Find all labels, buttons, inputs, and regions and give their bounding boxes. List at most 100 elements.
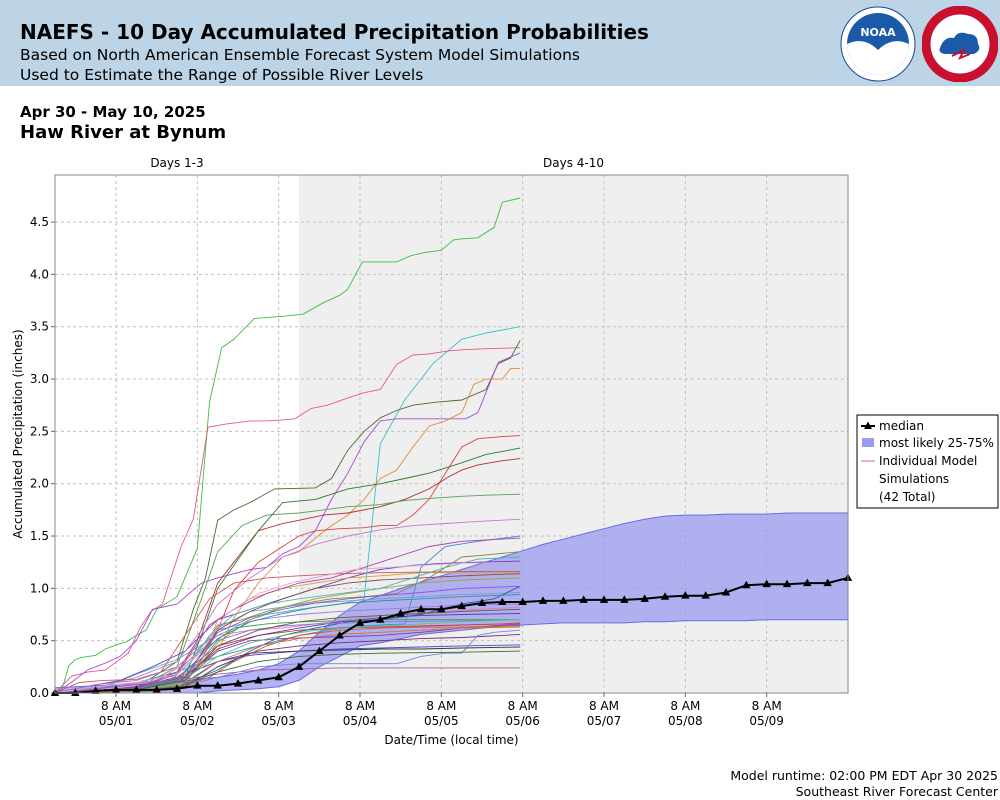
x-tick-label-time: 8 AM <box>508 699 538 713</box>
median-marker <box>376 615 385 623</box>
member-line-24 <box>54 571 521 694</box>
forecast-center: Southeast River Forecast Center <box>795 784 998 799</box>
svg-text:NOAA: NOAA <box>860 26 896 39</box>
median-marker <box>660 592 670 600</box>
legend-members-label-1: Individual Model <box>879 454 977 468</box>
median-marker <box>355 618 365 626</box>
median-marker <box>111 685 121 693</box>
page-title: NAEFS - 10 Day Accumulated Precipitation… <box>20 20 649 44</box>
member-line-30 <box>54 577 521 694</box>
legend-box <box>856 414 999 509</box>
forecast-date-range: Apr 30 - May 10, 2025 <box>20 103 206 121</box>
median-marker <box>437 604 446 613</box>
median-marker <box>599 595 609 603</box>
legend-median-label: median <box>879 419 924 433</box>
median-marker <box>152 685 161 693</box>
member-line-18 <box>54 667 521 694</box>
median-marker <box>132 685 141 693</box>
member-line-19 <box>54 629 521 694</box>
x-tick-label-date: 05/08 <box>668 714 703 728</box>
legend-band-label: most likely 25-75% <box>879 436 994 450</box>
y-tick-label: 3.0 <box>30 372 49 386</box>
member-line-28 <box>54 606 521 694</box>
forecast-location: Haw River at Bynum <box>20 122 227 143</box>
y-tick-label: 4.0 <box>30 267 49 281</box>
x-tick-label-date: 05/03 <box>261 714 296 728</box>
member-line-42 <box>54 585 521 694</box>
x-tick-label-date: 05/09 <box>749 714 784 728</box>
legend-median-marker <box>864 421 872 429</box>
member-line-4 <box>54 340 521 694</box>
median-marker <box>457 601 466 610</box>
median-marker <box>498 597 507 605</box>
member-line-23 <box>54 592 521 694</box>
header-banner: NAEFS - 10 Day Accumulated Precipitation… <box>0 0 1000 86</box>
y-tick-label: 0.0 <box>30 686 49 700</box>
member-line-39 <box>54 608 521 694</box>
median-marker <box>294 662 304 670</box>
legend-band-swatch <box>862 438 874 447</box>
median-marker <box>762 579 771 588</box>
median-marker <box>518 597 527 605</box>
median-marker <box>477 598 487 607</box>
legend-members-label-3: (42 Total) <box>879 490 935 504</box>
y-tick-label: 1.0 <box>30 581 49 595</box>
x-tick-label-date: 05/05 <box>424 714 459 728</box>
member-line-41 <box>54 626 521 694</box>
median-marker <box>396 608 405 617</box>
median-marker <box>193 681 202 689</box>
member-line-40 <box>54 594 521 694</box>
x-tick-label-date: 05/01 <box>99 714 134 728</box>
x-axis-label: Date/Time (local time) <box>384 733 518 747</box>
median-marker <box>782 579 792 588</box>
median-line <box>55 576 849 694</box>
median-marker <box>213 681 222 689</box>
median-marker <box>274 672 283 681</box>
y-tick-label: 1.5 <box>30 529 49 543</box>
x-tick-label-date: 05/06 <box>505 714 540 728</box>
x-tick-label-time: 8 AM <box>345 699 375 713</box>
member-line-6 <box>54 368 521 694</box>
x-tick-label-date: 05/02 <box>180 714 215 728</box>
legend-members-label-2: Simulations <box>879 472 949 486</box>
median-marker <box>315 646 324 655</box>
median-marker <box>559 596 568 604</box>
x-tick-label-time: 8 AM <box>752 699 782 713</box>
y-tick-label: 3.5 <box>30 320 49 334</box>
median-marker <box>538 596 548 604</box>
member-line-35 <box>54 619 521 694</box>
median-marker <box>335 630 344 639</box>
median-marker <box>233 679 243 687</box>
median-marker <box>91 686 100 694</box>
median-marker <box>416 604 426 613</box>
member-line-5 <box>54 352 521 694</box>
median-marker <box>803 578 812 587</box>
y-tick-label: 2.0 <box>30 477 49 491</box>
noaa-logo: NOAA <box>840 6 916 82</box>
median-marker <box>640 594 649 602</box>
period-label-2: Days 4-10 <box>543 156 604 170</box>
x-tick-label-time: 8 AM <box>264 699 294 713</box>
y-axis-label: Accumulated Precipitation (inches) <box>11 329 25 538</box>
member-line-2 <box>54 326 521 694</box>
member-line-11 <box>54 551 521 694</box>
median-marker <box>620 595 629 603</box>
median-marker <box>823 578 832 587</box>
median-marker <box>742 580 751 589</box>
y-tick-label: 0.5 <box>30 634 49 648</box>
median-marker <box>681 591 690 599</box>
median-marker <box>701 591 710 599</box>
member-line-1 <box>54 197 521 694</box>
y-tick-label: 2.5 <box>30 424 49 438</box>
plot-border <box>54 174 849 694</box>
national-weather-service-logo <box>922 6 998 82</box>
member-line-9 <box>54 493 521 694</box>
x-tick-label-date: 05/07 <box>587 714 622 728</box>
member-line-31 <box>54 573 521 694</box>
x-tick-label-time: 8 AM <box>670 699 700 713</box>
x-tick-label-time: 8 AM <box>589 699 619 713</box>
y-tick-label: 4.5 <box>30 215 49 229</box>
median-marker <box>579 595 588 603</box>
member-line-32 <box>54 556 521 694</box>
